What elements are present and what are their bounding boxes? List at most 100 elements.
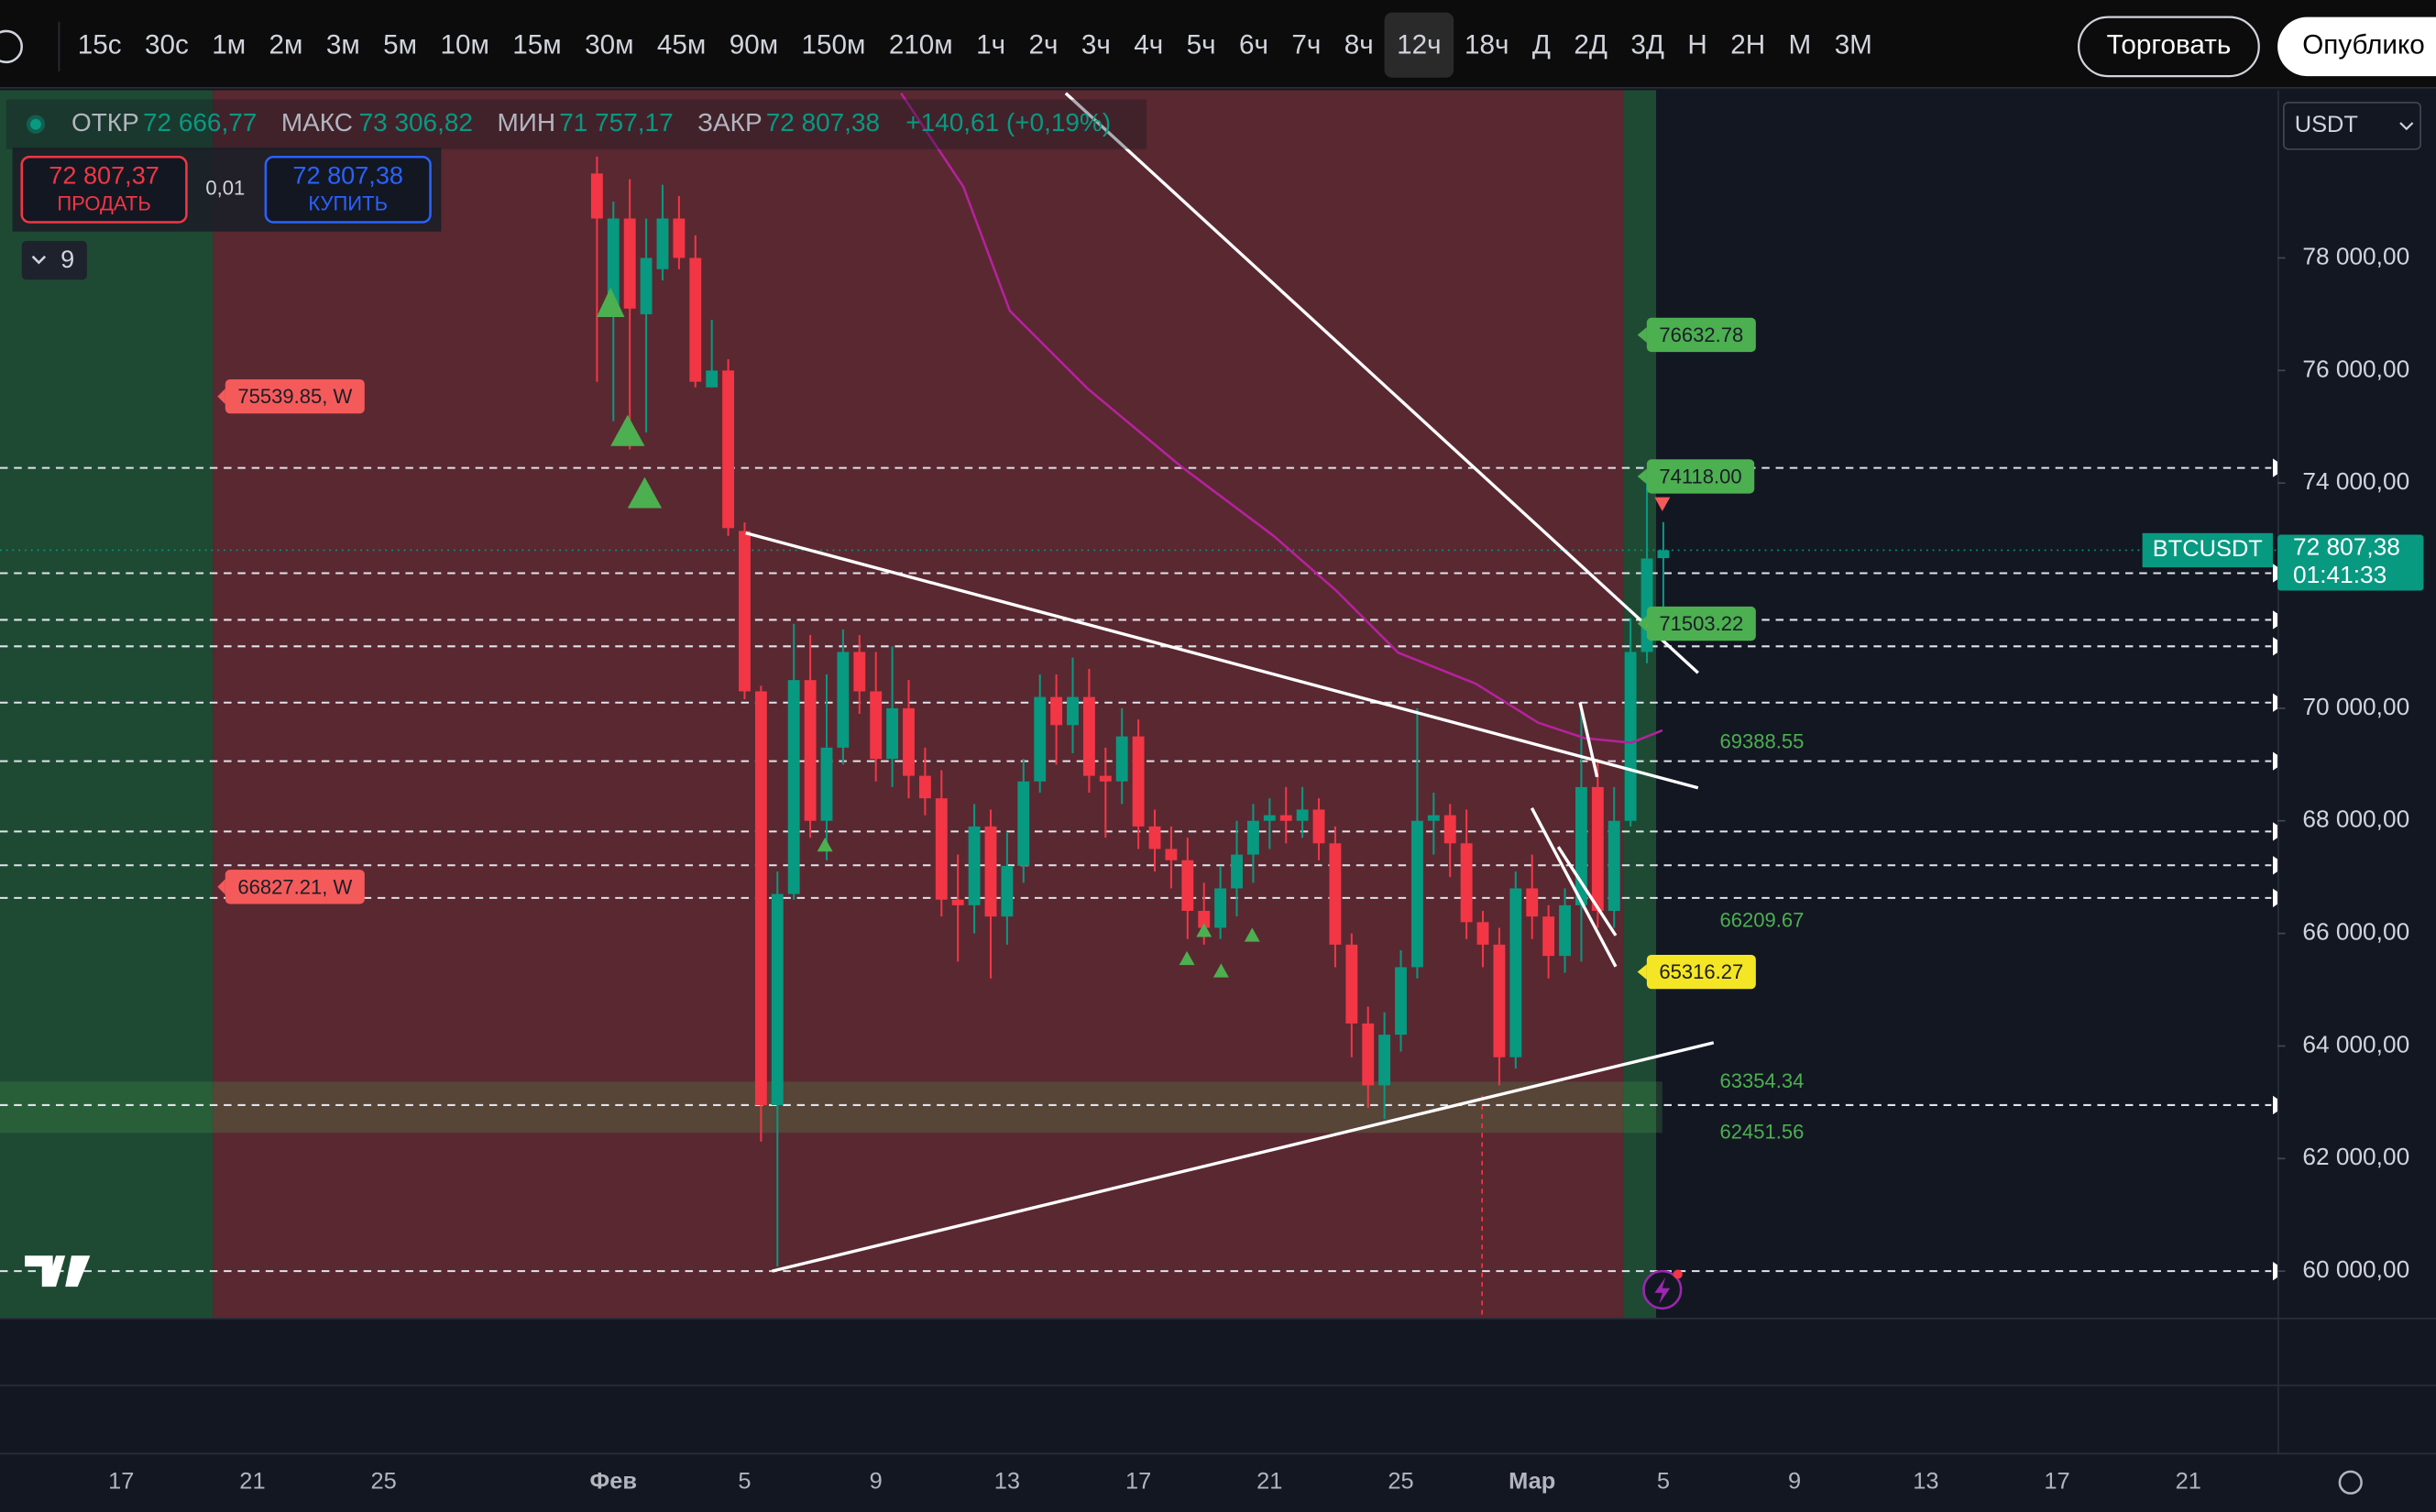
candle-body	[1509, 888, 1522, 1057]
candle-body	[1559, 904, 1571, 957]
interval[interactable]: М	[1789, 30, 1812, 60]
candle-body	[1378, 1035, 1391, 1086]
indicators-count: 9	[60, 245, 74, 273]
level-arrow	[2273, 888, 2278, 908]
price-axis: 60 000,00 62 000,00 64 000,00 66 000,00 68 0…	[2277, 242, 2409, 1283]
y-tick-label: 60 000,00	[2302, 1255, 2409, 1283]
x-tick-label: 13	[994, 1468, 1020, 1494]
interval[interactable]: Н	[1687, 30, 1706, 60]
buy-marker	[817, 838, 833, 852]
indicators-toggle[interactable]	[21, 240, 87, 280]
candle-body	[853, 652, 866, 692]
interval-selected	[1384, 12, 1454, 78]
x-tick-label: 9	[870, 1468, 883, 1494]
interval[interactable]: 18ч	[1465, 30, 1509, 60]
interval[interactable]: 3М	[1835, 30, 1872, 60]
candle-body	[590, 173, 603, 219]
alert-bolt	[1654, 1276, 1671, 1304]
publish-label: Опублико	[2302, 30, 2425, 60]
x-tick-label: 25	[1388, 1468, 1413, 1494]
interval[interactable]: 12ч	[1397, 30, 1441, 60]
interval[interactable]: 5м	[383, 30, 417, 60]
candle-body	[1427, 815, 1440, 821]
buy-marker	[596, 287, 625, 317]
candle-body	[1001, 865, 1014, 917]
candle-body	[1214, 888, 1227, 928]
interval[interactable]: 2ч	[1028, 30, 1058, 60]
interval[interactable]: 2м	[269, 30, 303, 60]
currency: USDT	[2295, 112, 2358, 137]
interval[interactable]: Д	[1532, 30, 1551, 60]
candle-body	[1542, 916, 1555, 957]
sell-button[interactable]	[20, 156, 188, 224]
candle-body	[804, 680, 817, 821]
interval[interactable]: 4ч	[1134, 30, 1163, 60]
interval[interactable]: 30м	[585, 30, 633, 60]
interval[interactable]: 8ч	[1344, 30, 1374, 60]
interval[interactable]: 150м	[802, 30, 866, 60]
interval[interactable]: 5ч	[1187, 30, 1216, 60]
buy-button[interactable]	[264, 156, 432, 224]
y-tick-label: 66 000,00	[2302, 918, 2409, 946]
interval[interactable]: 1ч	[976, 30, 1005, 60]
legend-value: 72 807,38	[766, 108, 880, 137]
ohlc-legend: ОТКР 72 666,77 МАКС 73 306,82 МИН 71 757…	[71, 108, 1111, 137]
interval[interactable]: 2Д	[1574, 30, 1608, 60]
interval[interactable]: 2Н	[1730, 30, 1765, 60]
candle-body	[1608, 820, 1620, 912]
add-icon[interactable]	[0, 29, 23, 64]
candle-body	[689, 257, 702, 382]
price-tag	[1646, 317, 1756, 353]
candle-body	[722, 370, 735, 529]
interval[interactable]: 30с	[145, 30, 189, 60]
chevron	[2399, 122, 2414, 131]
publish-button[interactable]	[2277, 16, 2436, 77]
level-arrow	[2273, 751, 2278, 771]
interval[interactable]: 6ч	[1239, 30, 1268, 60]
candle-body	[1460, 843, 1473, 923]
settings-icon[interactable]	[2338, 1470, 2363, 1495]
currency-select[interactable]	[2283, 102, 2421, 150]
interval[interactable]: 15с	[78, 30, 122, 60]
price-tag-label: 71503.22	[1659, 612, 1743, 635]
quantity: 0,01	[205, 177, 245, 200]
interval[interactable]: 3ч	[1081, 30, 1111, 60]
x-tick-label: 21	[2176, 1468, 2201, 1494]
legend-value: 72 666,77	[143, 108, 257, 137]
legend-label: ОТКР	[71, 108, 139, 137]
y-tick-label: 62 000,00	[2302, 1143, 2409, 1170]
trend-line	[1064, 92, 1699, 674]
levels	[0, 458, 2278, 1281]
interval[interactable]: 3м	[326, 30, 360, 60]
interval[interactable]: 90м	[730, 30, 778, 60]
price-level-label: 62451.56	[1720, 1120, 1805, 1143]
x-tick-label: 17	[1125, 1468, 1151, 1494]
level-arrow	[2273, 1261, 2278, 1281]
candle-body	[1279, 815, 1292, 821]
candle-body	[1115, 736, 1128, 782]
candle-body	[1246, 820, 1259, 855]
interval[interactable]: 15м	[512, 30, 561, 60]
price-tag-pointer	[217, 879, 225, 895]
interval[interactable]: 10м	[440, 30, 488, 60]
y-tick-label: 64 000,00	[2302, 1030, 2409, 1057]
x-tick-label: Мар	[1509, 1468, 1555, 1494]
level-arrow	[2273, 856, 2278, 875]
level-arrow	[2273, 458, 2278, 477]
buy-marker	[1244, 927, 1260, 942]
interval[interactable]: 7ч	[1291, 30, 1321, 60]
interval[interactable]: 45м	[657, 30, 706, 60]
trade-button[interactable]	[2078, 16, 2260, 78]
x-tick-label: 17	[2044, 1468, 2069, 1494]
interval[interactable]: 210м	[889, 30, 953, 60]
candle-body	[1296, 809, 1309, 821]
alert-dot	[1673, 1269, 1683, 1279]
interval[interactable]: 1м	[212, 30, 246, 60]
countdown: 01:41:33	[2293, 561, 2387, 588]
signal-markers	[596, 287, 1671, 978]
level-arrow	[2273, 693, 2278, 712]
y-tick-label: 70 000,00	[2302, 693, 2409, 720]
candle-body	[1165, 849, 1178, 860]
candle-body	[1017, 781, 1030, 866]
interval[interactable]: 3Д	[1630, 30, 1664, 60]
